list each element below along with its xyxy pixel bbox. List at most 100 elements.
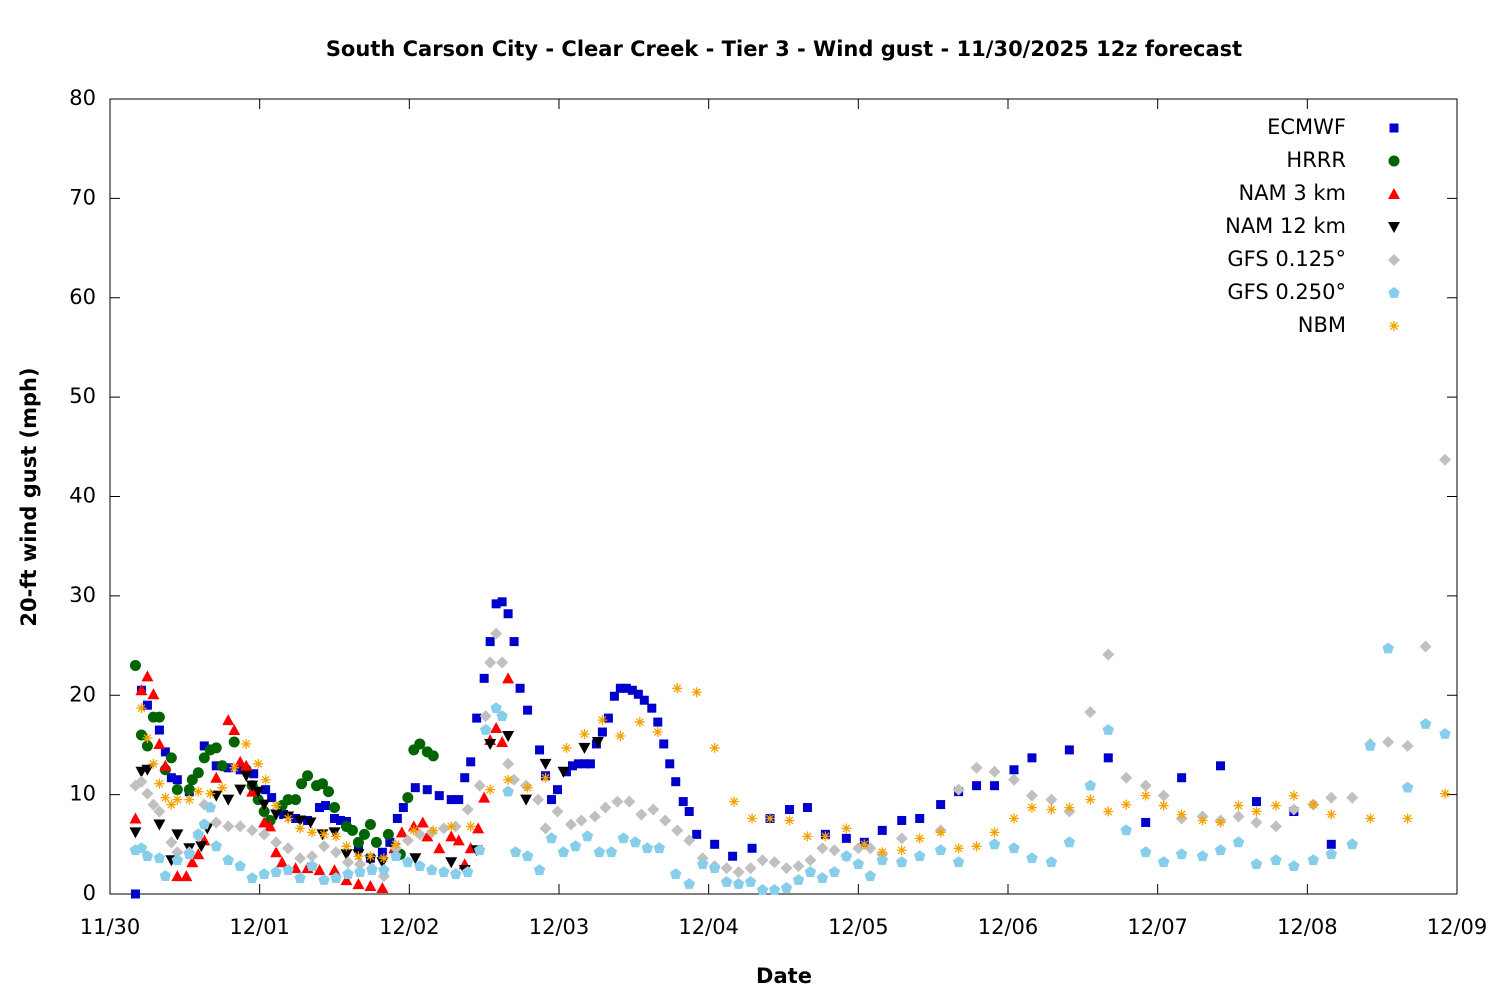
data-point (1026, 802, 1037, 813)
data-point (241, 738, 252, 749)
data-point (756, 854, 769, 867)
data-point (479, 673, 489, 683)
data-point (988, 838, 1001, 850)
data-point (328, 827, 341, 839)
data-point (479, 710, 492, 723)
x-tick-label: 12/04 (678, 915, 739, 939)
data-point (171, 870, 184, 882)
data-point (744, 862, 757, 875)
data-point (1157, 789, 1170, 802)
data-point (461, 803, 474, 816)
data-point (579, 729, 590, 740)
data-point (1102, 724, 1114, 735)
data-point (210, 816, 223, 829)
data-point (222, 714, 235, 726)
legend-marker (1388, 222, 1400, 233)
data-point (234, 820, 247, 833)
data-point (1326, 839, 1336, 849)
data-point (591, 736, 604, 748)
data-point (153, 819, 166, 831)
data-point (330, 813, 339, 823)
data-point (597, 715, 608, 726)
data-point (135, 775, 148, 788)
data-point (222, 854, 234, 866)
data-point (216, 760, 228, 772)
data-point (1177, 773, 1187, 783)
data-point (341, 841, 352, 852)
data-point (709, 742, 720, 753)
data-point (897, 815, 907, 825)
x-tick-label: 12/01 (229, 915, 290, 939)
data-point (323, 786, 335, 798)
data-point (413, 828, 426, 841)
data-point (474, 844, 486, 856)
data-point (1364, 739, 1376, 751)
data-point (896, 856, 908, 868)
data-point (141, 850, 154, 862)
data-point (1214, 844, 1227, 856)
data-point (1140, 846, 1152, 858)
data-point (792, 874, 805, 885)
data-point (1269, 820, 1282, 833)
legend-marker (1389, 321, 1399, 331)
data-point (321, 801, 331, 811)
data-point (802, 831, 813, 842)
data-point (653, 717, 663, 727)
data-point (282, 864, 294, 875)
data-point (629, 836, 641, 848)
data-point (816, 842, 829, 855)
data-point (623, 795, 636, 808)
data-point (647, 703, 657, 713)
data-point (171, 854, 184, 866)
data-point (330, 872, 342, 883)
data-point (223, 763, 233, 773)
data-point (551, 805, 564, 818)
data-point (672, 683, 683, 694)
data-point (335, 815, 345, 825)
data-point (480, 724, 492, 735)
data-point (603, 713, 613, 723)
x-tick-label: 12/08 (1277, 915, 1338, 939)
data-point (258, 799, 271, 811)
data-point (1045, 856, 1058, 868)
data-point (621, 683, 631, 693)
data-point (484, 738, 497, 750)
data-point (989, 827, 1000, 838)
data-point (408, 825, 419, 836)
data-point (258, 806, 270, 818)
data-point (154, 725, 164, 735)
y-tick-label: 50 (69, 384, 96, 408)
data-point (204, 801, 216, 813)
data-point (1326, 809, 1337, 820)
y-tick-label: 10 (69, 782, 96, 806)
legend-label: NBM (1298, 313, 1346, 337)
data-point (240, 759, 253, 771)
data-point (1084, 706, 1097, 719)
data-point (1308, 799, 1319, 810)
data-point (166, 799, 177, 810)
data-point (503, 609, 513, 619)
data-point (934, 844, 947, 856)
data-point (392, 813, 402, 823)
data-point (877, 825, 887, 835)
data-point (841, 823, 852, 834)
data-point (593, 846, 606, 858)
data-point (306, 850, 319, 863)
data-point (364, 818, 376, 830)
data-point (315, 803, 325, 813)
data-point (1046, 804, 1057, 815)
data-point (864, 870, 876, 881)
data-point (1120, 771, 1133, 784)
data-point (535, 745, 545, 755)
data-point (395, 826, 408, 838)
data-point (401, 834, 414, 847)
data-point (370, 836, 382, 848)
data-point (353, 851, 364, 862)
data-point (605, 846, 618, 858)
data-point (502, 757, 515, 770)
data-point (840, 850, 853, 862)
data-point (270, 836, 283, 849)
data-point (129, 659, 141, 671)
data-point (192, 767, 204, 779)
x-tick-label: 11/30 (80, 915, 141, 939)
